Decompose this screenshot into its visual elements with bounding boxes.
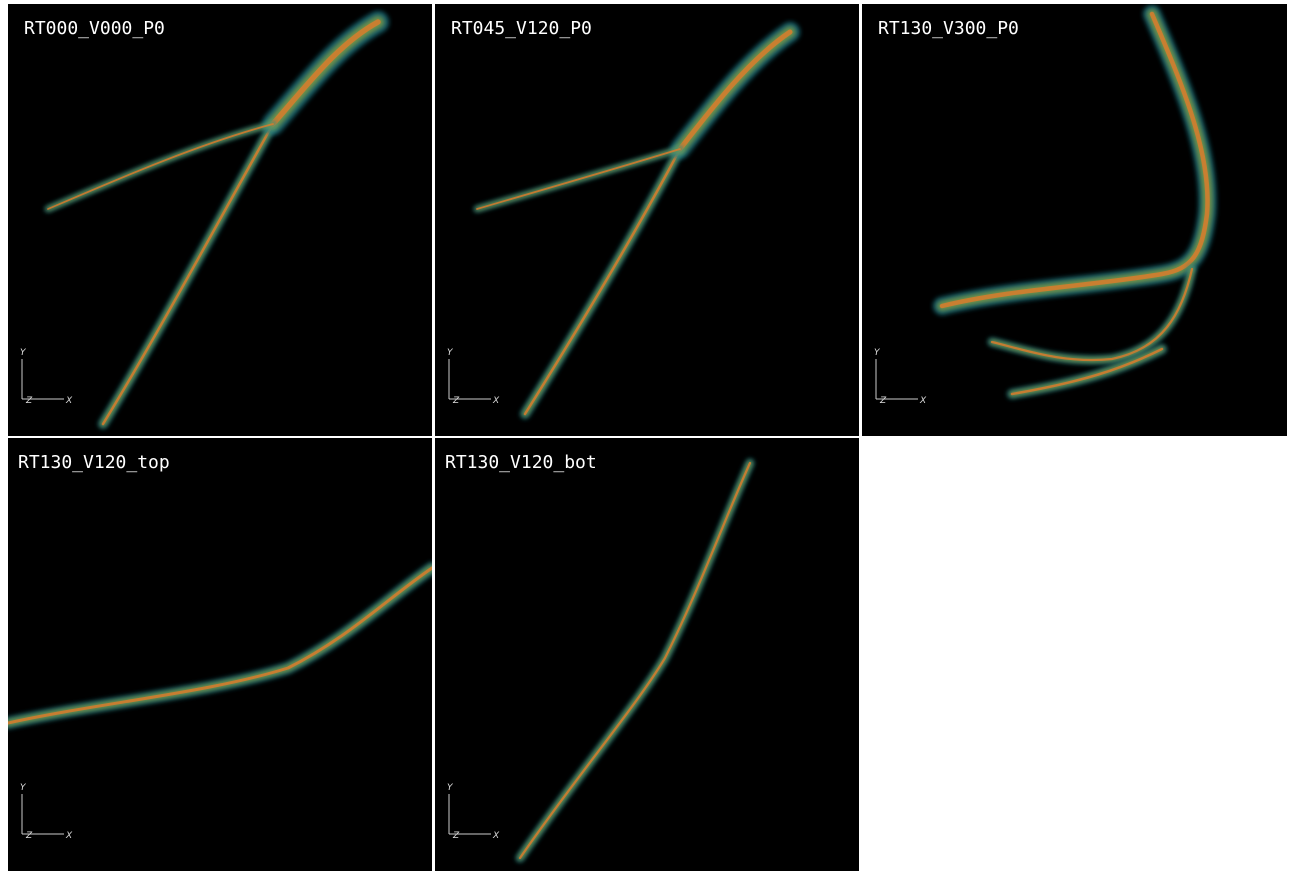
axis-label-y: Y xyxy=(20,783,27,793)
render-panel: RT130_V120_bot Y Z X xyxy=(435,438,859,871)
axis-label-y: Y xyxy=(20,348,27,358)
axis-label-z: Z xyxy=(452,831,460,841)
render-panel: RT045_V120_P0 Y Z X xyxy=(435,4,859,436)
axis-label-x: X xyxy=(492,831,500,841)
plume-core xyxy=(523,147,682,416)
axis-label-z: Z xyxy=(452,396,460,406)
axis-label-x: X xyxy=(492,396,500,406)
render-panel: RT000_V000_P0 Y Z X xyxy=(8,4,432,436)
panel-title: RT045_V120_P0 xyxy=(451,18,592,39)
plume-core xyxy=(990,267,1194,362)
plume-mid xyxy=(517,460,753,861)
axis-label-z: Z xyxy=(879,396,887,406)
panel-title: RT130_V300_P0 xyxy=(878,18,1019,39)
plume-core xyxy=(518,461,752,860)
render-panel: RT130_V120_top Y Z X xyxy=(8,438,432,871)
panel-title: RT130_V120_top xyxy=(18,452,170,473)
panel-title: RT130_V120_bot xyxy=(445,452,597,473)
plume-mid xyxy=(937,9,1213,311)
plume-core xyxy=(1010,347,1164,396)
axis-label-y: Y xyxy=(447,783,454,793)
axis-label-z: Z xyxy=(25,396,33,406)
render-panel: RT130_V300_P0 Y Z X xyxy=(862,4,1287,436)
plume-core xyxy=(8,566,432,725)
axis-label-x: X xyxy=(919,396,927,406)
plume-mid xyxy=(8,564,432,727)
plume-core xyxy=(939,11,1210,309)
plume-core xyxy=(47,123,274,210)
panel-title: RT000_V000_P0 xyxy=(24,18,165,39)
axis-label-x: X xyxy=(65,831,73,841)
plume-core xyxy=(476,148,681,210)
plume-core xyxy=(270,19,381,127)
axis-label-z: Z xyxy=(25,831,33,841)
plume-outer xyxy=(8,562,432,729)
plume-core xyxy=(677,29,793,152)
axis-label-y: Y xyxy=(447,348,454,358)
plume-core xyxy=(101,122,275,426)
plume-outer xyxy=(515,458,755,863)
axis-label-x: X xyxy=(65,396,73,406)
axis-label-y: Y xyxy=(874,348,881,358)
